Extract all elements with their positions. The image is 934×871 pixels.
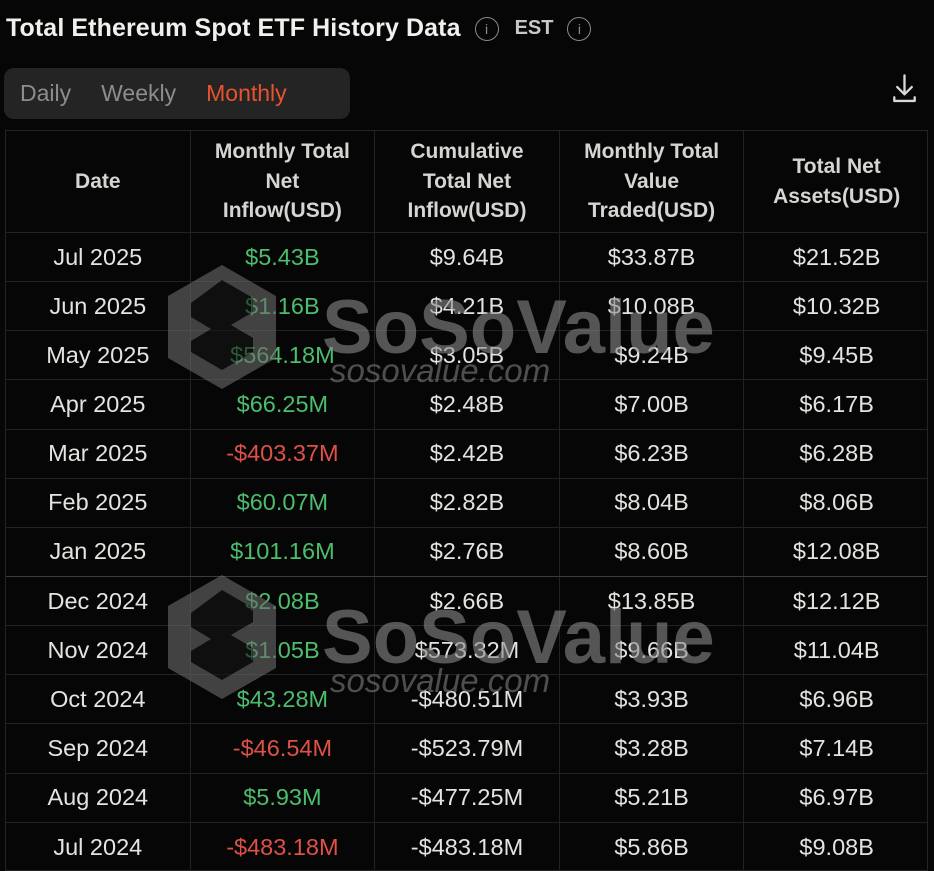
svg-text:sosovalue.com: sosovalue.com (330, 662, 550, 699)
svg-text:sosovalue.com: sosovalue.com (330, 352, 550, 389)
